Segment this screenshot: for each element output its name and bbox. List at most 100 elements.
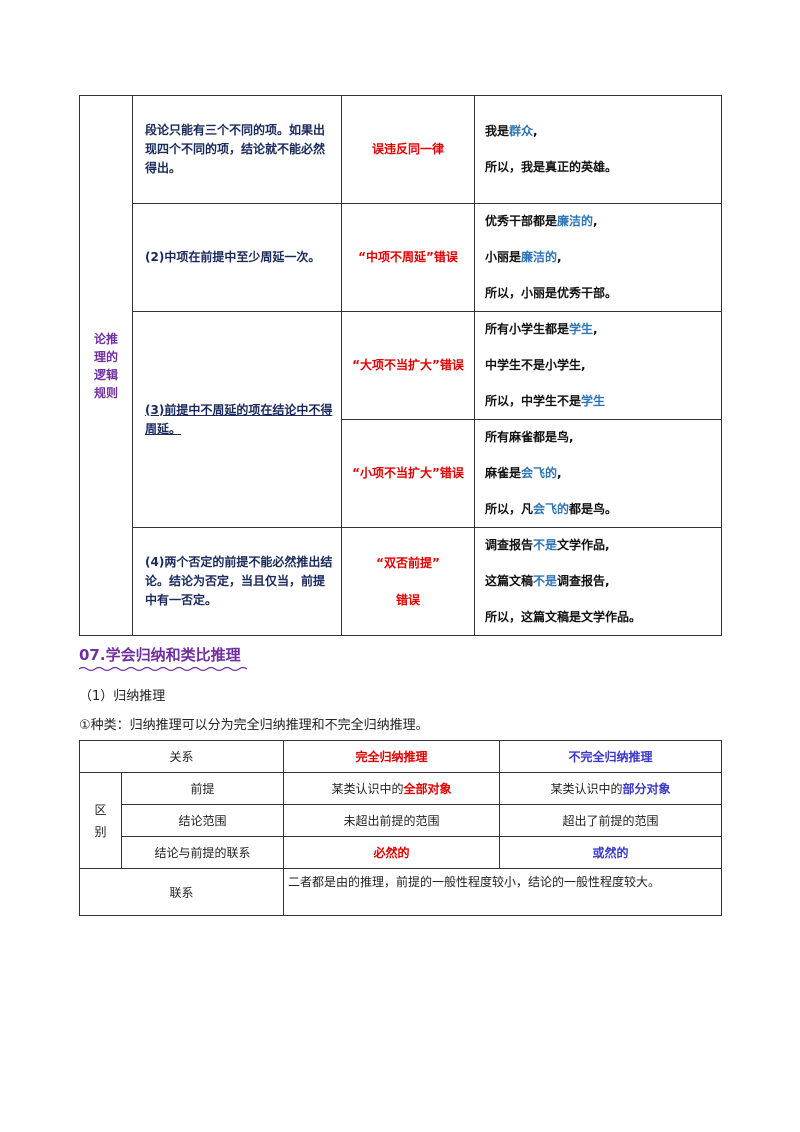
example-text: 所有小学生都是 — [485, 322, 570, 336]
cell-text: 某类认识中的 — [550, 782, 623, 796]
example-line: 中学生不是小学生, — [485, 357, 711, 374]
example-keyword: 廉洁的 — [557, 214, 594, 228]
subheading: （1）归纳推理 — [79, 689, 166, 704]
rule-cell: (4)两个否定的前提不能必然推出结论。结论为否定，当且仅当，前提中有一否定。 — [132, 527, 342, 636]
side-label-line: 逻辑 — [93, 367, 118, 382]
incomplete-cell: 超出了前提的范围 — [499, 804, 722, 837]
error-cell: “双否前提” 错误 — [341, 527, 475, 636]
example-keyword: 不是 — [533, 574, 558, 588]
example-cell: 我是群众, 所以，我是真正的英雄。 — [474, 95, 722, 204]
example-text: 这篇文稿 — [485, 574, 534, 588]
example-line: 所有麻雀都是鸟, — [485, 429, 711, 446]
example-text: , — [533, 124, 538, 138]
wavy-underline — [79, 666, 248, 672]
error-cell: “中项不周延”错误 — [341, 203, 475, 312]
example-text: 我是 — [485, 124, 510, 138]
example-keyword: 学生 — [581, 394, 606, 408]
complete-cell: 未超出前提的范围 — [283, 804, 501, 837]
side-label: 论推 理的 逻辑 规则 — [81, 330, 131, 402]
error-line: “双否前提” — [376, 556, 440, 570]
table-row: “小项不当扩大”错误 所有麻雀都是鸟, 麻雀是会飞的, 所以，凡会飞的都是鸟。 — [80, 419, 722, 528]
example-text: 所以，这篇文稿是文学作品。 — [485, 610, 642, 624]
error-cell: 误违反同一律 — [341, 95, 475, 204]
table-row: (2)中项在前提中至少周延一次。 “中项不周延”错误 优秀干部都是廉洁的, 小丽是… — [80, 203, 722, 312]
error-line: 错误 — [395, 593, 420, 607]
example-keyword: 学生 — [569, 322, 594, 336]
table-row: 论推 理的 逻辑 规则 段论只能有三个不同的项。如果出现四个不同的项，结论就不能… — [79, 95, 722, 636]
example-line: 调查报告不是文学作品, — [485, 537, 711, 554]
complete-cell: 某类认识中的全部对象 — [283, 772, 501, 805]
error-cell: “大项不当扩大”错误 — [341, 311, 475, 420]
side-label-cell: 论推 理的 逻辑 规则 — [79, 95, 133, 636]
link-text: 二者都是由的推理，前提的一般性程度较小，结论的一般性程度较大。 — [283, 868, 722, 916]
logic-rules-table: 论推 理的 逻辑 规则 段论只能有三个不同的项。如果出现四个不同的项，结论就不能… — [79, 95, 722, 636]
table-row: (4)两个否定的前提不能必然推出结论。结论为否定，当且仅当，前提中有一否定。 “… — [80, 527, 722, 636]
example-keyword: 廉洁的 — [521, 250, 558, 264]
example-line: 所以，中学生不是学生 — [485, 393, 711, 410]
induction-table: 关系 完全归纳推理 不完全归纳推理 区别 前提 某类认识中的全部对象 某类认识中… — [78, 740, 722, 916]
example-cell: 所有小学生都是学生, 中学生不是小学生, 所以，中学生不是学生 — [474, 311, 722, 420]
example-text: , — [593, 322, 598, 336]
rule-cell: (3)前提中不周延的项在结论中不得周延。 — [132, 311, 342, 528]
section-heading: 07.学会归纳和类比推理 — [79, 644, 248, 672]
complete-cell: 必然的 — [283, 836, 501, 869]
example-cell: 调查报告不是文学作品, 这篇文稿不是调查报告, 所以，这篇文稿是文学作品。 — [474, 527, 722, 636]
example-line: 所以，小丽是优秀干部。 — [485, 285, 711, 302]
example-text: 中学生不是小学生, — [485, 358, 586, 372]
example-text: 所有麻雀都是鸟, — [485, 430, 574, 444]
example-text: 所以，我是真正的英雄。 — [485, 160, 618, 174]
section-heading-text: 07.学会归纳和类比推理 — [79, 646, 241, 664]
example-line: 麻雀是会飞的, — [485, 465, 711, 482]
example-text: , — [593, 214, 598, 228]
example-line: 所以，我是真正的英雄。 — [485, 159, 711, 176]
rule-text: (3)前提中不周延的项在结论中不得周延。 — [145, 402, 333, 436]
header-relation: 关系 — [78, 740, 285, 773]
incomplete-cell: 或然的 — [499, 836, 722, 869]
example-text: 所以，中学生不是 — [485, 394, 582, 408]
table-row: (3)前提中不周延的项在结论中不得周延。 “大项不当扩大”错误 所有小学生都是学… — [80, 311, 722, 528]
table-row: 结论与前提的联系 必然的 或然的 — [80, 836, 722, 869]
example-text: , — [557, 250, 562, 264]
kinds-text: ①种类：归纳推理可以分为完全归纳推理和不完全归纳推理。 — [79, 718, 429, 733]
example-text: 调查报告 — [485, 538, 534, 552]
table-row: 结论范围 未超出前提的范围 超出了前提的范围 — [80, 804, 722, 837]
example-text: 都是鸟。 — [569, 502, 618, 516]
header-incomplete: 不完全归纳推理 — [499, 740, 722, 773]
example-line: 所有小学生都是学生, — [485, 321, 711, 338]
header-complete: 完全归纳推理 — [283, 740, 501, 773]
cell-key: 部分对象 — [622, 782, 671, 796]
table-row: 区别 前提 某类认识中的全部对象 某类认识中的部分对象 — [79, 772, 722, 869]
example-text: 优秀干部都是 — [485, 214, 558, 228]
table-row: 联系 二者都是由的推理，前提的一般性程度较小，结论的一般性程度较大。 — [78, 868, 722, 916]
example-text: 文学作品, — [557, 538, 610, 552]
example-text: 麻雀是 — [485, 466, 522, 480]
incomplete-cell: 某类认识中的部分对象 — [499, 772, 722, 805]
example-line: 这篇文稿不是调查报告, — [485, 573, 711, 590]
rule-cell: 段论只能有三个不同的项。如果出现四个不同的项，结论就不能必然得出。 — [132, 95, 342, 204]
example-line: 小丽是廉洁的, — [485, 249, 711, 266]
example-line: 所以，这篇文稿是文学作品。 — [485, 609, 711, 626]
example-keyword: 群众 — [509, 124, 534, 138]
link-label: 联系 — [78, 868, 285, 916]
row-label: 前提 — [120, 772, 285, 805]
table-row: 关系 完全归纳推理 不完全归纳推理 — [78, 740, 722, 773]
example-text: 所以，小丽是优秀干部。 — [485, 286, 618, 300]
side-label-line: 论推 — [93, 331, 118, 346]
example-text: 小丽是 — [485, 250, 522, 264]
cell-key: 全部对象 — [403, 782, 452, 796]
example-line: 优秀干部都是廉洁的, — [485, 213, 711, 230]
example-cell: 所有麻雀都是鸟, 麻雀是会飞的, 所以，凡会飞的都是鸟。 — [474, 419, 722, 528]
example-text: 所以，凡 — [485, 502, 534, 516]
example-text: 调查报告, — [557, 574, 610, 588]
example-cell: 优秀干部都是廉洁的, 小丽是廉洁的, 所以，小丽是优秀干部。 — [474, 203, 722, 312]
example-text: , — [557, 466, 562, 480]
diff-label: 区别 — [79, 772, 122, 869]
example-line: 所以，凡会飞的都是鸟。 — [485, 501, 711, 518]
example-keyword: 不是 — [533, 538, 558, 552]
example-keyword: 会飞的 — [521, 466, 558, 480]
row-label: 结论范围 — [120, 804, 285, 837]
side-label-line: 理的 — [93, 349, 118, 364]
diff-label-text: 区别 — [94, 802, 107, 839]
error-cell: “小项不当扩大”错误 — [341, 419, 475, 528]
rule-cell: (2)中项在前提中至少周延一次。 — [132, 203, 342, 312]
